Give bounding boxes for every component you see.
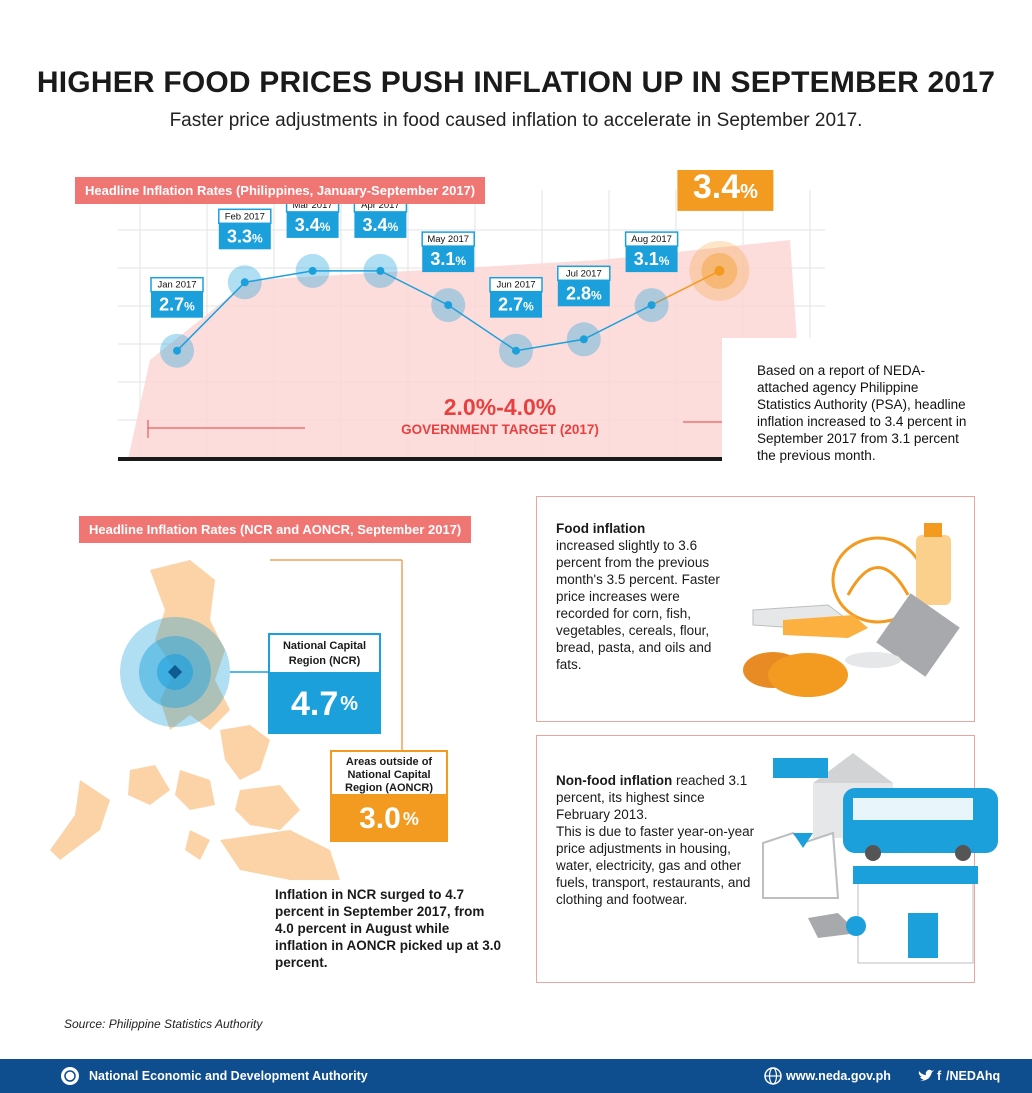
food-inflation-text: Food inflation increased slightly to 3.6 … (556, 521, 720, 672)
point-label-value: 3.1% (634, 249, 670, 269)
point-label-month: Jun 2017 (496, 280, 535, 291)
data-point (376, 266, 385, 275)
facebook-icon[interactable]: f (937, 1069, 942, 1083)
source-note: Source: Philippine Statistics Authority (64, 1017, 263, 1031)
footer-org: National Economic and Development Author… (89, 1069, 368, 1083)
point-label-value: 3.1% (430, 249, 466, 269)
ncr-value: 4.7% (268, 674, 381, 734)
aoncr-value: 3.0% (330, 796, 448, 842)
point-label-value: 3.4% (363, 215, 399, 235)
page-title: HIGHER FOOD PRICES PUSH INFLATION UP IN … (36, 66, 996, 99)
data-point (714, 265, 725, 276)
point-label-month: May 2017 (427, 234, 469, 245)
point-label-month: Jul 2017 (566, 268, 602, 279)
twitter-icon[interactable] (918, 1069, 934, 1083)
series-line (176, 270, 652, 352)
target-range: 2.0%-4.0% (443, 394, 557, 420)
point-label-value: 2.7% (498, 295, 534, 315)
point-label-month: Aug 2017 (631, 234, 672, 245)
data-point (647, 301, 656, 310)
ncr-note: Inflation in NCR surged to 4.7 percent i… (275, 887, 502, 970)
point-label-value-box (151, 291, 203, 318)
philippines-map-icon (50, 559, 403, 880)
chart-title: Headline Inflation Rates (Philippines, J… (75, 177, 486, 204)
point-label-value-box (625, 246, 678, 273)
target-band (128, 240, 805, 459)
point-label-month: Jan 2017 (157, 280, 196, 291)
data-point (308, 266, 317, 275)
series-line-last (651, 270, 720, 306)
point-label-value: 3.4% (295, 215, 331, 235)
globe-icon (764, 1067, 782, 1085)
point-label-month: Feb 2017 (225, 211, 265, 222)
point-label-value-box (354, 211, 407, 238)
footer-social-handle[interactable]: /NEDAhq (946, 1069, 1001, 1083)
page-subtitle: Faster price adjustments in food caused … (169, 110, 863, 131)
point-label-month: Apr 2017 (361, 200, 400, 211)
map-section-title: Headline Inflation Rates (NCR and AONCR,… (79, 516, 472, 543)
nonfood-inflation-text: Non-food inflation reached 3.1 percent, … (556, 773, 755, 907)
footer-website[interactable]: www.neda.gov.ph (786, 1069, 891, 1083)
point-label-month: Mar 2017 (293, 200, 333, 211)
psa-note-box (722, 338, 974, 484)
point-label-value-box (677, 170, 774, 211)
point-label-value-box (490, 291, 542, 318)
aoncr-label: Areas outside of National Capital Region… (330, 750, 448, 796)
point-label-value: 2.8% (566, 283, 602, 303)
footer-bar (0, 1059, 1032, 1093)
food-illustration-icon (743, 523, 960, 697)
neda-seal-icon (61, 1067, 79, 1085)
data-point (173, 346, 181, 355)
data-point (512, 346, 520, 355)
point-label-value-box (422, 246, 475, 273)
nonfood-illustration-icon (762, 753, 998, 964)
point-label-month-box (557, 265, 611, 282)
point-label-value-box (218, 223, 271, 250)
data-point (240, 278, 249, 287)
point-label-value: 2.7% (159, 295, 195, 315)
psa-note: Based on a report of NEDA-attached agenc… (757, 363, 967, 463)
data-point (444, 301, 453, 310)
ncr-label: National Capital Region (NCR) (268, 633, 381, 674)
point-label-value-box (557, 280, 610, 307)
point-label-value-box (286, 211, 339, 238)
data-point (579, 335, 588, 344)
target-label: GOVERNMENT TARGET (2017) (401, 422, 599, 437)
point-label-value: 3.3% (227, 226, 263, 246)
inflation-line-chart: Jan 2017 2.7% Feb 2017 3.3% Mar 2017 3.4% Apr … (118, 170, 825, 461)
